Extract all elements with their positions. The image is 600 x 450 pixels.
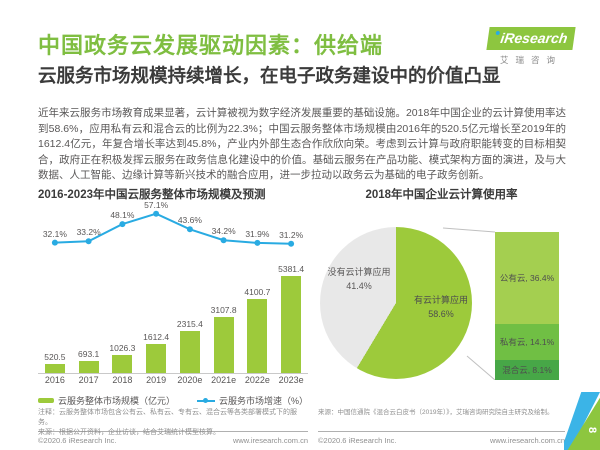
x-axis-tick: 2022e bbox=[244, 375, 270, 385]
line-swatch-icon bbox=[197, 397, 215, 404]
legend-item-line: 云服务市场增速（%） bbox=[197, 394, 308, 407]
page-title: 中国政务云发展驱动因素：供给端 bbox=[38, 33, 384, 58]
market-size-value: 1612.4 bbox=[143, 331, 170, 342]
breakdown-segment: 公有云, 36.4% bbox=[495, 232, 559, 324]
right-chart-section: 2018年中国企业云计算使用率 没有云计算应用 41.4% 有云计算应用 58.… bbox=[318, 186, 565, 445]
growth-rate-value: 57.1% bbox=[144, 199, 169, 210]
market-size-value: 4100.7 bbox=[244, 287, 271, 298]
market-size-bar bbox=[213, 317, 234, 373]
growth-rate-value: 48.1% bbox=[110, 210, 135, 221]
iresearch-logo-band: iResearch bbox=[486, 27, 576, 50]
market-size-bar bbox=[281, 276, 302, 373]
growth-rate-value: 31.2% bbox=[279, 229, 304, 240]
left-chart-title: 2016-2023年中国云服务整体市场规模及预测 bbox=[38, 189, 266, 201]
market-size-combo-chart: 32.1% 33.2% 48.1% 57.1% 43.6% 34.2% 31.9% 31.2%… bbox=[38, 199, 308, 388]
left-note-line1: 注释：云服务整体市场包含公有云、私有云、专有云、混合云等各类部署模式下的服务。 bbox=[38, 409, 297, 427]
market-size-value: 520.5 bbox=[44, 351, 66, 362]
cloud-type-breakdown-bar: 公有云, 36.4% 私有云, 14.1% 混合云, 8.1% bbox=[495, 232, 559, 380]
x-axis-tick: 2020e bbox=[177, 375, 203, 385]
pie-label-has-cloud: 有云计算应用 58.6% bbox=[413, 295, 468, 319]
x-axis-tick: 2023e bbox=[278, 375, 304, 385]
x-axis-tick: 2017 bbox=[78, 375, 99, 385]
left-copyright: ©2020.6 iResearch Inc. bbox=[38, 436, 117, 445]
right-copyright: ©2020.6 iResearch Inc. bbox=[318, 436, 397, 445]
growth-rate-value: 33.2% bbox=[76, 227, 101, 238]
market-size-bars: 520.5 693.1 1026.3 1612.4 2315.4 3107.8 4100.7… bbox=[38, 264, 308, 374]
right-footer: ©2020.6 iResearch Inc. www.iresearch.com… bbox=[318, 436, 565, 445]
market-size-value: 3107.8 bbox=[210, 304, 237, 315]
iresearch-logo: iResearch 艾瑞咨询 bbox=[486, 27, 576, 66]
legend-item-bar: 云服务整体市场规模（亿元） bbox=[38, 394, 175, 407]
breakdown-segment: 混合云, 8.1% bbox=[495, 359, 559, 380]
logo-chinese-name: 艾瑞咨询 bbox=[499, 55, 562, 65]
x-axis-tick: 2021e bbox=[211, 375, 237, 385]
pie-circle bbox=[320, 227, 472, 379]
growth-rate-line bbox=[51, 210, 295, 247]
pie-label-no-cloud: 没有云计算应用 41.4% bbox=[327, 267, 391, 291]
left-chart-notes: 注释：云服务整体市场包含公有云、私有云、专有云、混合云等各类部署模式下的服务。 … bbox=[38, 408, 308, 436]
market-size-bar bbox=[112, 354, 133, 373]
right-note: 来源：中国信通院《混合云白皮书（2019年）》，艾瑞咨询研究院自主研究及绘制。 bbox=[318, 409, 554, 416]
x-axis-tick: 2018 bbox=[112, 375, 133, 385]
right-chart-title: 2018年中国企业云计算使用率 bbox=[365, 189, 518, 201]
legend-line-label: 云服务市场增速（%） bbox=[219, 396, 309, 406]
market-size-bar bbox=[179, 331, 200, 373]
right-website: www.iresearch.com.cn bbox=[489, 436, 565, 445]
left-website: www.iresearch.com.cn bbox=[232, 436, 308, 445]
left-footer: ©2020.6 iResearch Inc. www.iresearch.com… bbox=[38, 436, 308, 445]
chart-legend: 云服务整体市场规模（亿元） 云服务市场增速（%） bbox=[38, 394, 308, 407]
market-size-bar bbox=[44, 363, 65, 373]
x-axis-tick: 2016 bbox=[44, 375, 65, 385]
logo-brand-text: Research bbox=[503, 30, 569, 46]
breakdown-segment: 私有云, 14.1% bbox=[495, 323, 559, 360]
left-note-line2: 来源：根据公开资料，企业访谈，结合艾瑞统计模型核算。 bbox=[38, 429, 220, 437]
market-size-value: 1026.3 bbox=[109, 342, 136, 353]
page-number: 8 bbox=[585, 426, 598, 434]
x-axis-tick: 2019 bbox=[146, 375, 167, 385]
market-size-value: 5381.4 bbox=[278, 264, 305, 274]
corner-page-flag: 8 bbox=[564, 392, 600, 450]
growth-rate-value: 31.9% bbox=[245, 228, 270, 239]
logo-i-dot-icon bbox=[495, 31, 501, 35]
market-size-value: 693.1 bbox=[77, 348, 100, 359]
intro-paragraph: 近年来云服务市场教育成果显著，云计算被视为数字经济发展重要的基础设施。2018年… bbox=[38, 107, 566, 182]
growth-rate-value: 34.2% bbox=[211, 226, 236, 237]
page-subtitle: 云服务市场规模持续增长，在电子政务建设中的价值凸显 bbox=[38, 65, 501, 86]
market-size-value: 2315.4 bbox=[176, 319, 203, 330]
market-size-bar bbox=[247, 299, 268, 373]
cloud-usage-pie-chart: 没有云计算应用 41.4% 有云计算应用 58.6% 公有云, 36.4% 私有云… bbox=[318, 210, 565, 380]
growth-rate-value: 43.6% bbox=[177, 215, 202, 226]
bar-swatch-icon bbox=[38, 398, 54, 403]
x-axis-labels: 2016 2017 2018 2019 2020e 2021e 2022e 2023e bbox=[38, 375, 308, 388]
left-chart-section: 2016-2023年中国云服务整体市场规模及预测 32.1% 33.2% 48.1%… bbox=[38, 186, 308, 445]
market-size-bar bbox=[146, 343, 167, 373]
legend-bar-label: 云服务整体市场规模（亿元） bbox=[58, 396, 176, 406]
pie-bar-connector-lines bbox=[442, 227, 496, 380]
growth-rate-value: 32.1% bbox=[42, 228, 67, 239]
right-chart-notes: 来源：中国信通院《混合云白皮书（2019年）》，艾瑞咨询研究院自主研究及绘制。 bbox=[318, 408, 565, 432]
market-size-bar bbox=[78, 360, 99, 373]
